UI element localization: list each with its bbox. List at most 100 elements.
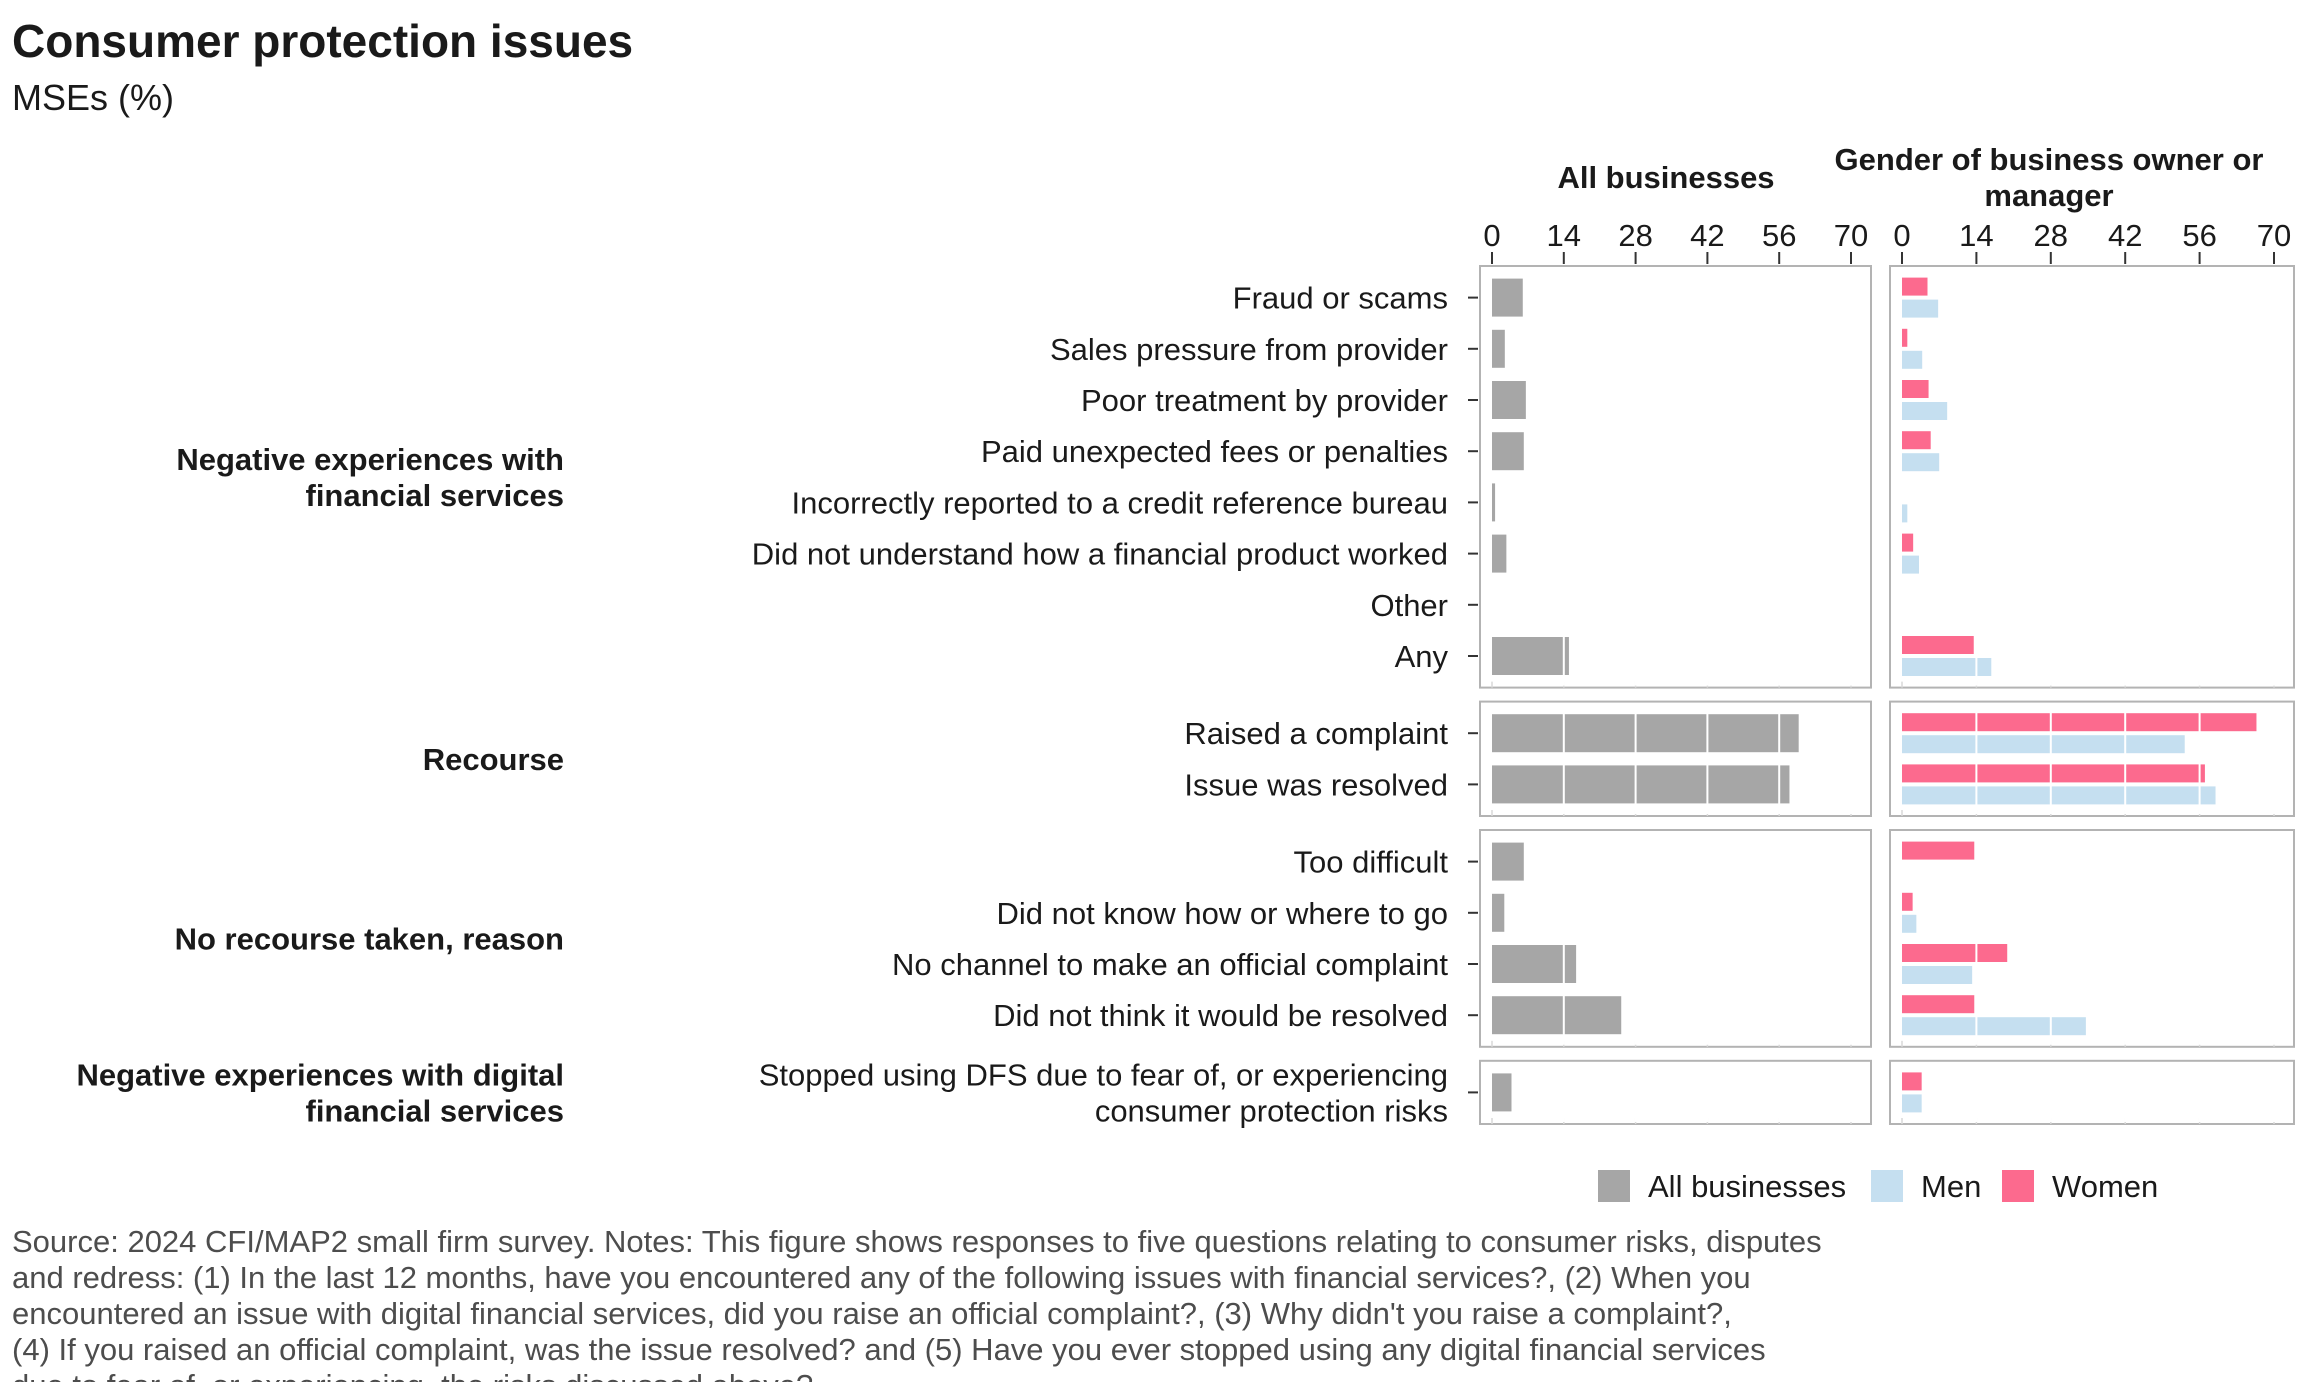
- x-tick-label: 42: [2108, 218, 2142, 253]
- row-label-line: No channel to make an official complaint: [892, 947, 1448, 982]
- row-label-paid-unexpected-fees-or-penalties: Paid unexpected fees or penalties: [981, 434, 1448, 469]
- source-note: Source: 2024 CFI/MAP2 small firm survey.…: [12, 1224, 1822, 1382]
- row-label-line: Did not know how or where to go: [997, 896, 1448, 931]
- panel-frame: [1479, 1059, 1872, 1126]
- group-label-line: Negative experiences with: [176, 442, 564, 477]
- row-label-did-not-understand-how-a-financial-product-worked: Did not understand how a financial produ…: [752, 537, 1448, 572]
- row-label-no-channel-to-make-an-official-complaint: No channel to make an official complaint: [892, 947, 1448, 982]
- row-label-line: Incorrectly reported to a credit referen…: [791, 485, 1448, 520]
- legend-label-women: Women: [2052, 1169, 2158, 1204]
- bar-all-no-channel-to-make-an-official-complaint: [1492, 945, 1577, 983]
- group-label-line: financial services: [306, 478, 565, 513]
- row-label-issue-was-resolved: Issue was resolved: [1184, 767, 1448, 802]
- panel-frame: [1479, 265, 1872, 689]
- row-label-line: Raised a complaint: [1184, 716, 1448, 751]
- x-tick-label: 14: [1959, 218, 1993, 253]
- source-line: Source: 2024 CFI/MAP2 small firm survey.…: [12, 1224, 1822, 1259]
- bar-men-did-not-think-it-would-be-resolved: [1902, 1017, 2086, 1036]
- bar-women-issue-was-resolved: [1902, 764, 2205, 783]
- row-label-line: Stopped using DFS due to fear of, or exp…: [759, 1057, 1448, 1092]
- bar-men-raised-a-complaint: [1902, 735, 2185, 754]
- source-line: and redress: (1) In the last 12 months, …: [12, 1260, 1751, 1295]
- bar-women-no-channel-to-make-an-official-complaint: [1902, 944, 2008, 962]
- row-label-incorrectly-reported-to-a-credit-reference-bureau: Incorrectly reported to a credit referen…: [791, 485, 1448, 520]
- bar-men-sales-pressure-from-provider: [1902, 350, 1923, 369]
- panel-frame: [1889, 1059, 2295, 1126]
- bar-women-any: [1902, 636, 1974, 654]
- panels: [1479, 265, 2295, 1126]
- x-tick-label: 28: [1618, 218, 1652, 253]
- bar-all-did-not-think-it-would-be-resolved: [1492, 996, 1622, 1035]
- bar-men-paid-unexpected-fees-or-penalties: [1902, 453, 1940, 472]
- bar-women-did-not-know-how-or-where-to-go: [1902, 892, 1913, 911]
- row-label-line: Poor treatment by provider: [1081, 383, 1448, 418]
- row-labels: Fraud or scams Sales pressure from provid…: [752, 281, 1449, 1129]
- row-label-line: Fraud or scams: [1233, 281, 1448, 316]
- group-label-negative-experiences-with-digital-financial-services: Negative experiences with digital financi…: [76, 1057, 564, 1128]
- bar-women-did-not-think-it-would-be-resolved: [1902, 995, 1975, 1014]
- group-label-line: No recourse taken, reason: [175, 921, 564, 956]
- row-label-line: Paid unexpected fees or penalties: [981, 434, 1448, 469]
- panel-frame: [1889, 829, 2295, 1048]
- bar-all-stopped-using-dfs-due-to-fear-of-or-experiencing-consumer-protection-risks: [1492, 1073, 1512, 1112]
- bar-women-poor-treatment-by-provider: [1902, 380, 1929, 398]
- row-label-line: Did not understand how a financial produ…: [752, 537, 1448, 572]
- panel-title-line: manager: [1984, 178, 2113, 213]
- bar-men-poor-treatment-by-provider: [1902, 402, 1948, 420]
- bar-men-incorrectly-reported-to-a-credit-reference-bureau: [1902, 504, 1908, 523]
- panel-title-line: Gender of business owner or: [1835, 142, 2264, 177]
- x-tick-label: 0: [1893, 218, 1910, 253]
- bar-men-fraud-or-scams: [1902, 299, 1939, 318]
- bar-men-did-not-understand-how-a-financial-product-worked: [1902, 555, 1920, 574]
- chart-title: Consumer protection issues: [12, 15, 633, 67]
- bar-women-sales-pressure-from-provider: [1902, 328, 1908, 347]
- row-label-line: Sales pressure from provider: [1050, 332, 1448, 367]
- row-label-line: Did not think it would be resolved: [993, 998, 1448, 1033]
- x-tick-label: 0: [1483, 218, 1500, 253]
- row-label-line: consumer protection risks: [1095, 1093, 1448, 1128]
- bar-women-too-difficult: [1902, 841, 1975, 860]
- bar-women-raised-a-complaint: [1902, 713, 2257, 732]
- panel-title-gender: Gender of business owner or manager: [1835, 142, 2264, 213]
- bar-men-issue-was-resolved: [1902, 786, 2216, 805]
- source-line: due to fear of, or experiencing, the ris…: [12, 1368, 813, 1382]
- panel-frame: [1889, 265, 2295, 689]
- row-label-line: Too difficult: [1293, 845, 1448, 880]
- bar-men-stopped-using-dfs-due-to-fear-of-or-experiencing-consumer-protection-risks: [1902, 1094, 1922, 1113]
- legend-label-all-businesses: All businesses: [1648, 1169, 1846, 1204]
- group-labels: Negative experiences with financial servi…: [76, 442, 564, 1129]
- legend-swatch-women: [2002, 1170, 2034, 1202]
- bar-women-stopped-using-dfs-due-to-fear-of-or-experiencing-consumer-protection-risks: [1902, 1072, 1922, 1091]
- group-label-negative-experiences-with-financial-services: Negative experiences with financial servi…: [176, 442, 564, 513]
- bar-all-fraud-or-scams: [1492, 278, 1523, 317]
- row-label-did-not-think-it-would-be-resolved: Did not think it would be resolved: [993, 998, 1448, 1033]
- group-label-line: Recourse: [423, 742, 564, 777]
- row-label-other: Other: [1370, 588, 1448, 623]
- row-label-did-not-know-how-or-where-to-go: Did not know how or where to go: [997, 896, 1448, 931]
- bar-all-raised-a-complaint: [1492, 714, 1799, 753]
- bar-women-did-not-understand-how-a-financial-product-worked: [1902, 533, 1914, 552]
- bar-all-incorrectly-reported-to-a-credit-reference-bureau: [1492, 483, 1496, 522]
- row-label-any: Any: [1395, 639, 1449, 674]
- bar-all-did-not-know-how-or-where-to-go: [1492, 893, 1505, 932]
- bar-all-did-not-understand-how-a-financial-product-worked: [1492, 534, 1507, 573]
- row-label-poor-treatment-by-provider: Poor treatment by provider: [1081, 383, 1448, 418]
- x-tick-label: 70: [1834, 218, 1868, 253]
- row-label-line: Any: [1395, 639, 1449, 674]
- group-label-line: financial services: [306, 1093, 565, 1128]
- bar-all-issue-was-resolved: [1492, 765, 1790, 804]
- legend-label-men: Men: [1921, 1169, 1981, 1204]
- legend: All businesses Men Women: [1598, 1169, 2158, 1204]
- bar-all-too-difficult: [1492, 842, 1524, 881]
- row-label-line: Other: [1370, 588, 1448, 623]
- bar-all-poor-treatment-by-provider: [1492, 381, 1526, 419]
- group-label-recourse: Recourse: [423, 742, 564, 777]
- x-tick-label: 28: [2034, 218, 2068, 253]
- row-label-line: Issue was resolved: [1184, 767, 1448, 802]
- bar-women-paid-unexpected-fees-or-penalties: [1902, 431, 1931, 450]
- row-label-raised-a-complaint: Raised a complaint: [1184, 716, 1448, 751]
- chart-subtitle: MSEs (%): [12, 77, 174, 118]
- bar-women-fraud-or-scams: [1902, 277, 1928, 296]
- row-label-fraud-or-scams: Fraud or scams: [1233, 281, 1448, 316]
